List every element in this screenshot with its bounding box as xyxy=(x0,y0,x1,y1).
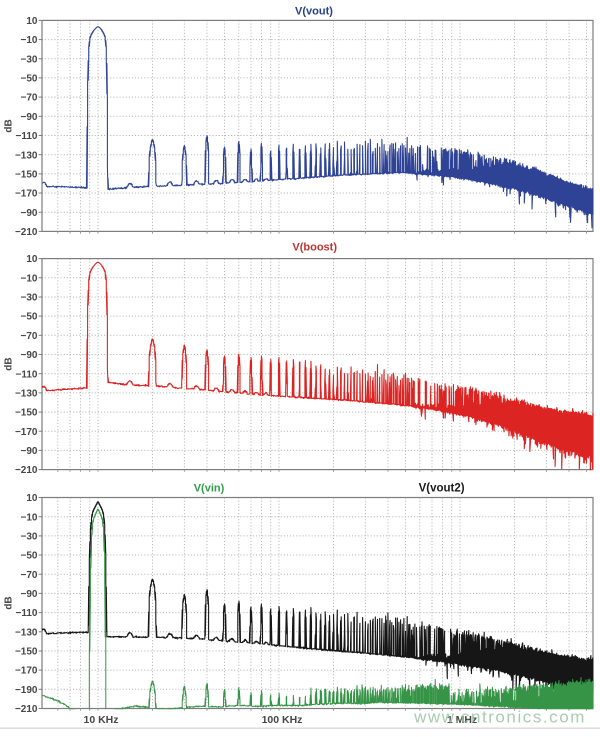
svg-text:−50: −50 xyxy=(21,312,38,323)
svg-text:−10: −10 xyxy=(21,35,38,46)
svg-text:−90: −90 xyxy=(21,208,38,219)
svg-text:V(vout2): V(vout2) xyxy=(419,483,465,495)
svg-text:−90: −90 xyxy=(21,589,38,600)
svg-text:1 MHz: 1 MHz xyxy=(447,714,477,726)
svg-text:−90: −90 xyxy=(21,350,38,361)
svg-text:−70: −70 xyxy=(21,570,38,581)
svg-text:−110: −110 xyxy=(16,131,38,142)
svg-text:−170: −170 xyxy=(15,189,38,200)
svg-text:−150: −150 xyxy=(15,647,38,658)
svg-text:−90: −90 xyxy=(21,112,38,123)
svg-text:www.cntronics.com: www.cntronics.com xyxy=(413,708,586,727)
svg-text:−50: −50 xyxy=(21,74,38,85)
svg-text:−30: −30 xyxy=(21,54,38,65)
svg-text:V(boost): V(boost) xyxy=(292,242,337,254)
svg-text:−70: −70 xyxy=(21,331,38,342)
svg-text:−50: −50 xyxy=(21,551,38,562)
svg-text:100 KHz: 100 KHz xyxy=(262,714,303,726)
svg-text:−130: −130 xyxy=(15,389,38,400)
svg-text:dB: dB xyxy=(4,596,15,609)
svg-text:−150: −150 xyxy=(15,170,38,181)
svg-text:10: 10 xyxy=(26,16,38,27)
svg-text:−110: −110 xyxy=(16,608,38,619)
svg-text:−210: −210 xyxy=(15,227,38,238)
svg-text:dB: dB xyxy=(4,119,15,132)
svg-text:−170: −170 xyxy=(15,427,38,438)
svg-text:−30: −30 xyxy=(21,532,38,543)
svg-text:−210: −210 xyxy=(15,465,38,476)
svg-text:−10: −10 xyxy=(21,273,38,284)
svg-text:−110: −110 xyxy=(16,369,38,380)
svg-text:10: 10 xyxy=(26,493,38,504)
svg-text:−130: −130 xyxy=(15,150,38,161)
svg-text:dB: dB xyxy=(4,357,15,370)
svg-text:−90: −90 xyxy=(21,446,38,457)
svg-text:V(vin): V(vin) xyxy=(194,483,225,495)
svg-text:−190: −190 xyxy=(15,685,38,696)
svg-text:−170: −170 xyxy=(15,666,38,677)
svg-text:−30: −30 xyxy=(21,293,38,304)
svg-text:−70: −70 xyxy=(21,93,38,104)
svg-text:−210: −210 xyxy=(15,704,38,715)
svg-text:−130: −130 xyxy=(15,627,38,638)
svg-text:10 KHz: 10 KHz xyxy=(83,714,118,726)
svg-text:V(vout): V(vout) xyxy=(295,6,333,18)
svg-text:−10: −10 xyxy=(21,512,38,523)
svg-text:−150: −150 xyxy=(15,408,38,419)
svg-text:10: 10 xyxy=(26,254,38,265)
